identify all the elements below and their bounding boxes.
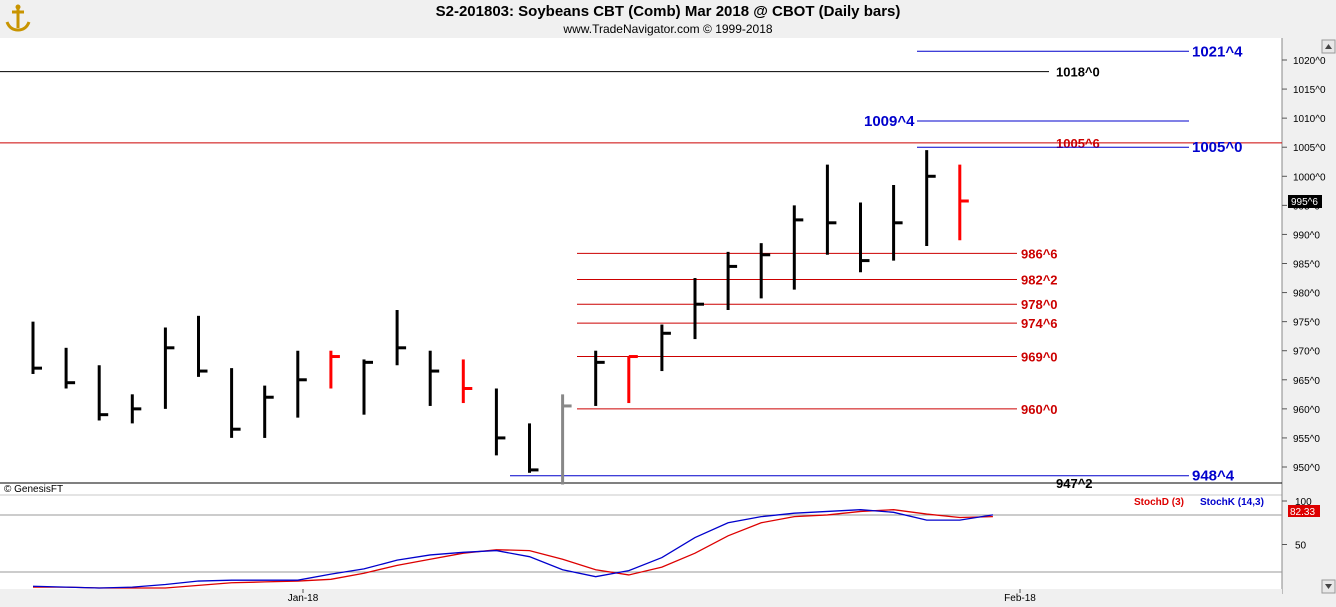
ohlc-bar [627, 355, 638, 404]
ohlc-bar [163, 327, 175, 409]
ohlc-bar [428, 350, 440, 406]
ohlc-bar [660, 324, 671, 372]
level-label: 948^4 [1192, 468, 1235, 485]
legend-entry: StochK (14,3) [1200, 497, 1264, 508]
scroll-buttons[interactable] [1321, 39, 1336, 594]
ohlc-bar [97, 365, 109, 421]
ohlc-bar [362, 359, 373, 415]
time-axis: Jan-18 Feb-18 [0, 589, 1282, 607]
stoch-value-tag: 82.33 [1288, 505, 1320, 518]
stoch-value-label: 82.33 [1290, 507, 1315, 518]
price-tick-label: 985^0 [1293, 260, 1320, 271]
ohlc-bar [561, 394, 572, 485]
ohlc-bar [395, 310, 407, 366]
last-price-label: 995^6 [1291, 197, 1318, 208]
chart-subtitle: www.TradeNavigator.com © 1999-2018 [563, 22, 773, 36]
level-label: 1018^0 [1056, 65, 1100, 80]
ohlc-bar [197, 315, 208, 377]
ohlc-bar [31, 321, 42, 374]
ohlc-bar [892, 185, 903, 261]
price-tick-label: 980^0 [1293, 289, 1320, 300]
price-tick-label: 970^0 [1293, 347, 1320, 358]
level-label: 1005^0 [1192, 139, 1242, 156]
chart-title: S2-201803: Soybeans CBT (Comb) Mar 2018 … [435, 3, 901, 20]
ohlc-bar [494, 388, 506, 456]
level-label: 969^0 [1021, 350, 1058, 365]
level-label: 978^0 [1021, 297, 1058, 312]
price-tick-label: 975^0 [1293, 318, 1320, 329]
ohlc-bar [726, 251, 738, 311]
ohlc-bar [594, 350, 605, 406]
level-label: 982^2 [1021, 272, 1058, 287]
price-tick-label: 965^0 [1293, 376, 1320, 387]
stoch-line [32, 509, 994, 589]
price-tick-label: 1020^0 [1293, 56, 1326, 67]
time-tick-label: Jan-18 [288, 593, 319, 604]
ohlc-bar [461, 359, 473, 404]
ohlc-bar [230, 368, 241, 438]
ohlc-bar [825, 164, 837, 255]
level-lines: 1021^4 1018^0 1009^4 1005^6 1005^0 986^6 982^2… [0, 38, 1283, 594]
price-tick-label: 950^0 [1293, 463, 1320, 474]
price-tick-label: 1010^0 [1293, 114, 1326, 125]
ohlc-bar [925, 150, 936, 247]
level-label: 1021^4 [1192, 43, 1243, 60]
stoch-tick-label: 50 [1295, 541, 1307, 552]
stochastic-panel: StochD (3) StochK (14,3) [0, 497, 1282, 589]
time-axis-background [0, 589, 1282, 607]
ohlc-bar [296, 350, 307, 418]
level-label: 1009^4 [864, 113, 915, 130]
price-tick-label: 990^0 [1293, 230, 1320, 241]
ohlc-bar [528, 423, 539, 473]
ohlc-bars [31, 150, 969, 485]
ohlc-bar [859, 202, 870, 273]
time-tick-label: Feb-18 [1004, 593, 1036, 604]
scroll-down-icon[interactable] [1325, 584, 1332, 589]
price-tick-label: 960^0 [1293, 405, 1320, 416]
plot-background [0, 38, 1282, 594]
level-label: 960^0 [1021, 402, 1058, 417]
legend-entry: StochD (3) [1134, 497, 1184, 508]
stoch-tick-label: 100 [1295, 497, 1312, 508]
price-tick-label: 1005^0 [1293, 143, 1326, 154]
price-tick-label: 1000^0 [1293, 172, 1326, 183]
ohlc-bar [263, 385, 274, 438]
ohlc-bar [958, 164, 969, 241]
price-tick-label: 1015^0 [1293, 85, 1326, 96]
anchor-logo-icon [4, 4, 32, 34]
price-axis: 1020^01015^01010^01005^01000^0995^0990^0… [1282, 56, 1326, 552]
scroll-up-icon[interactable] [1325, 44, 1332, 49]
level-label: 974^6 [1021, 316, 1058, 331]
ohlc-bar [759, 243, 771, 299]
level-label: 1005^6 [1056, 136, 1100, 151]
ohlc-bar [130, 394, 142, 424]
price-tick-label: 955^0 [1293, 434, 1320, 445]
copyright-text: © GenesisFT [4, 484, 63, 495]
last-price-tag: 995^6 [1288, 195, 1322, 208]
ohlc-bar [792, 205, 804, 290]
ohlc-bar [329, 350, 340, 389]
ohlc-bar [693, 278, 704, 340]
level-label: 986^6 [1021, 246, 1058, 261]
level-label: 947^2 [1056, 476, 1093, 491]
stoch-line [33, 509, 993, 589]
ohlc-bar [64, 347, 76, 389]
chart-header: S2-201803: Soybeans CBT (Comb) Mar 2018 … [0, 0, 1336, 38]
